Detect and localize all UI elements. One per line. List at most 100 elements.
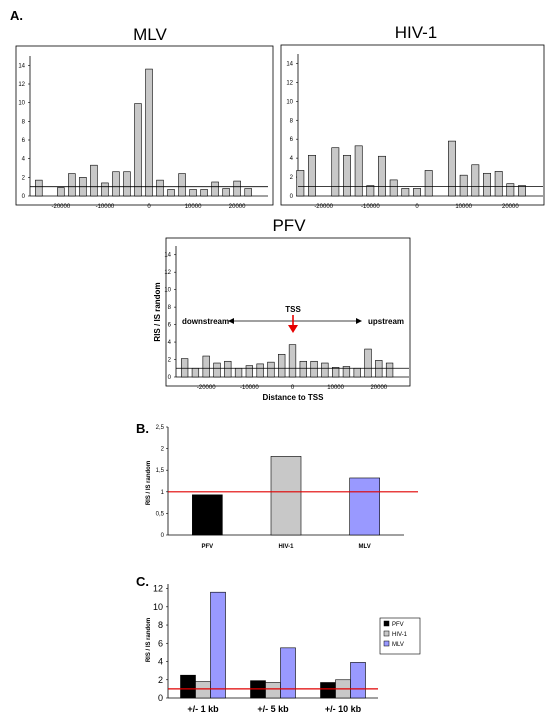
pfv-bar xyxy=(364,348,372,378)
hiv1-bar xyxy=(366,185,375,197)
pfv-y-tick-label: 12 xyxy=(164,270,171,276)
panel-c-chart: 0 2 4 6 8 10 12 +/- 1 kb +/- 5 kb +/- 10 kb RIS / … xyxy=(146,584,421,714)
c-y-tick-label: 6 xyxy=(158,638,163,648)
hiv1-frame xyxy=(280,44,545,206)
arrow-left-icon xyxy=(228,318,234,324)
pfv-bar xyxy=(256,363,264,378)
b-y-tick-label: 0 xyxy=(161,533,165,539)
hiv1-x-tick-label: -10000 xyxy=(361,204,380,210)
pfv-bar xyxy=(234,367,243,378)
mlv-bar xyxy=(35,179,43,197)
mlv-bar xyxy=(211,181,219,197)
b-category-label: PFV xyxy=(201,544,213,550)
pfv-x-tick-label: 10000 xyxy=(327,385,344,391)
hiv1-bar xyxy=(471,164,480,197)
c-bar-mlv xyxy=(280,647,296,699)
hiv1-y-tick-label: 6 xyxy=(290,137,294,143)
b-y-tick-label: 1 xyxy=(161,490,165,496)
pfv-bar xyxy=(213,362,221,378)
hiv1-y-tick-label: 0 xyxy=(290,194,294,200)
pfv-y-tick-label: 8 xyxy=(168,305,172,311)
hiv1-chart: HIV-1 0 2 4 6 8 10 12 14 -20000 -10000 0 10000 20000 xyxy=(280,23,545,210)
hiv1-bar xyxy=(506,183,515,197)
mlv-bar xyxy=(145,68,153,197)
hiv1-bar xyxy=(343,154,351,197)
pfv-y-tick-label: 14 xyxy=(164,253,171,259)
pfv-bar xyxy=(375,360,383,378)
c-y-tick-label: 10 xyxy=(153,602,163,612)
c-bar-mlv xyxy=(210,591,226,699)
hiv1-y-tick-label: 14 xyxy=(286,61,293,67)
b-bar-mlv xyxy=(349,477,380,536)
c-y-tick-label: 4 xyxy=(158,657,163,667)
pfv-bar xyxy=(310,360,318,378)
pfv-bar xyxy=(202,355,210,378)
pfv-title: PFV xyxy=(272,216,306,235)
arrow-right-icon xyxy=(356,318,362,324)
c-category-label: +/- 1 kb xyxy=(187,704,219,714)
c-y-tick-label: 8 xyxy=(158,620,163,630)
mlv-x-tick-label: 10000 xyxy=(185,204,202,210)
mlv-frame xyxy=(15,45,274,206)
hiv1-y-tick-label: 4 xyxy=(290,156,294,162)
mlv-bar xyxy=(167,189,175,197)
c-y-axis-title: RIS / IS random xyxy=(146,618,152,662)
downstream-label: downstream xyxy=(182,317,229,326)
pfv-y-tick-label: 0 xyxy=(168,375,172,381)
mlv-bar xyxy=(57,187,65,197)
mlv-y-tick-label: 10 xyxy=(18,101,25,107)
c-bar-pfv xyxy=(180,674,196,699)
mlv-y-tick-label: 2 xyxy=(22,175,26,181)
mlv-y-tick-label: 14 xyxy=(18,63,25,69)
pfv-x-tick-label: 20000 xyxy=(370,385,387,391)
pfv-bar xyxy=(288,344,297,378)
mlv-bar xyxy=(233,180,241,197)
hiv1-bar xyxy=(378,155,386,197)
tss-arrow-down-icon xyxy=(288,325,298,333)
c-bar-hiv-1 xyxy=(265,682,281,699)
mlv-bar xyxy=(90,164,98,197)
mlv-bar xyxy=(189,189,197,197)
mlv-chart: MLV 0 2 4 6 8 10 12 14 -20000 -10000 0 10000 20000 xyxy=(15,25,274,210)
pfv-y-tick-label: 2 xyxy=(168,358,172,364)
pfv-y-tick-label: 10 xyxy=(164,288,171,294)
c-legend: PFV HIV-1 MLV xyxy=(379,617,421,655)
pfv-bar xyxy=(224,360,232,378)
hiv1-bar xyxy=(389,179,398,197)
c-legend-label-pfv: PFV xyxy=(392,622,404,628)
pfv-bar xyxy=(353,367,361,378)
mlv-bar xyxy=(200,189,208,197)
mlv-title: MLV xyxy=(133,25,167,44)
hiv1-bar xyxy=(401,188,410,197)
mlv-bar xyxy=(178,173,186,197)
pfv-bar xyxy=(278,353,286,378)
hiv1-bar xyxy=(331,147,340,197)
mlv-bar xyxy=(222,188,230,197)
c-bar-pfv xyxy=(320,682,336,699)
pfv-bar xyxy=(342,366,351,378)
hiv1-bar xyxy=(518,185,526,197)
pfv-y-tick-label: 4 xyxy=(168,340,172,346)
pfv-bar xyxy=(191,367,200,378)
hiv1-bar xyxy=(308,154,316,197)
hiv1-bar xyxy=(483,172,491,197)
mlv-bar xyxy=(123,171,131,197)
mlv-y-tick-label: 0 xyxy=(22,194,26,200)
b-bar-hiv-1 xyxy=(270,456,302,536)
pfv-x-tick-label: -20000 xyxy=(197,385,216,391)
hiv1-x-tick-label: 10000 xyxy=(455,204,472,210)
pfv-x-tick-label: -10000 xyxy=(240,385,259,391)
pfv-bar xyxy=(267,361,275,378)
mlv-x-tick-label: 20000 xyxy=(229,204,246,210)
panel-b-chart: 0 0,5 1 1,5 2 2,5 PFV HIV-1 MLV RIS / IS random xyxy=(146,425,418,550)
b-category-label: HIV-1 xyxy=(278,544,294,550)
pfv-bar xyxy=(299,360,307,378)
b-y-tick-label: 2 xyxy=(161,447,165,453)
b-y-tick-label: 1,5 xyxy=(156,468,165,474)
c-category-label: +/- 5 kb xyxy=(257,704,289,714)
pfv-bar xyxy=(245,365,253,378)
pfv-frame xyxy=(165,237,411,387)
mlv-bar xyxy=(244,188,252,197)
mlv-x-tick-label: -10000 xyxy=(96,204,115,210)
